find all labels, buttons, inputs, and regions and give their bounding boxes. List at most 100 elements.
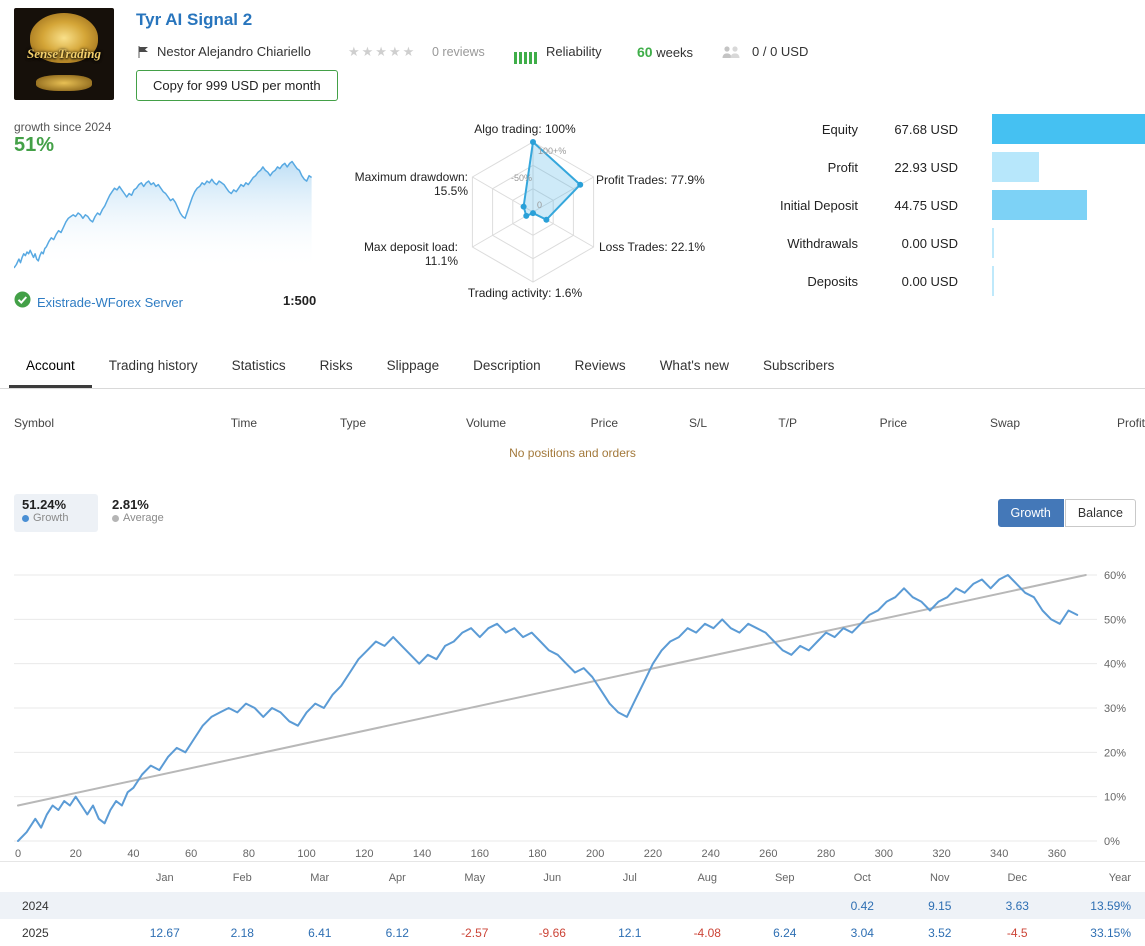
month-label-jan: Jan	[155, 872, 174, 884]
stat-bar-wrap-withdrawals	[992, 228, 1145, 258]
tab-description[interactable]: Description	[473, 358, 541, 373]
author-name[interactable]: Nestor Alejandro Chiariello	[157, 44, 311, 59]
radar-chart: Algo trading: 100% Maximum drawdown: 15.…	[330, 118, 720, 310]
svg-text:-50%: -50%	[511, 173, 532, 183]
monthly-value-2025-2: 2.18	[230, 925, 254, 940]
orders-empty-message: No positions and orders	[509, 446, 636, 460]
month-label-jul: Jul	[622, 872, 637, 884]
tab-slippage[interactable]: Slippage	[386, 358, 440, 373]
svg-text:320: 320	[932, 848, 950, 860]
tab-bar: Account Trading history Statistics Risks Sli…	[0, 345, 1145, 389]
subscribers-icon	[720, 45, 744, 63]
chart-divider	[0, 861, 1145, 862]
month-label-mar: Mar	[310, 872, 330, 884]
account-stats: Equity 67.68 USD Profit 22.93 USD Initial De…	[770, 110, 1145, 300]
yearly-total-2025: 33.15%	[1090, 925, 1131, 940]
legend-average-pct: 2.81%	[112, 497, 149, 512]
orders-col-price-4: Price	[590, 416, 618, 430]
legend-growth-label: Growth	[33, 512, 69, 524]
verified-check-icon	[14, 291, 31, 313]
monthly-value-2025-9: 6.24	[773, 925, 797, 940]
svg-text:40: 40	[127, 848, 139, 860]
tab-trading-history[interactable]: Trading history	[108, 358, 198, 373]
stat-value-profit: 22.93 USD	[894, 159, 958, 175]
monthly-value-2025-1: 12.67	[149, 925, 180, 940]
svg-text:280: 280	[817, 848, 835, 860]
growth-chart: 0% 10% 20% 30% 40% 50% 60% 0 20 40 60 80 100 120 140 16…	[14, 570, 1126, 860]
legend-average-label: Average	[123, 512, 164, 524]
svg-text:200: 200	[586, 848, 604, 860]
monthly-value-2025-8: -4.08	[693, 925, 721, 940]
growth-caption: growth since 2024	[14, 120, 112, 134]
month-label-aug: Aug	[697, 872, 718, 884]
svg-text:220: 220	[644, 848, 662, 860]
svg-text:120: 120	[355, 848, 373, 860]
stat-bar-wrap-profit	[992, 152, 1145, 182]
stat-bar-wrap-initial-deposit	[992, 190, 1145, 220]
radar-label-max-drawdown: Maximum drawdown: 15.5%	[330, 170, 468, 198]
reviews-count: 0 reviews	[432, 45, 485, 59]
tab-risks[interactable]: Risks	[319, 358, 353, 373]
stat-bar-wrap-deposits	[992, 266, 1145, 296]
stat-bar-withdrawals	[992, 228, 994, 258]
stat-value-equity: 67.68 USD	[894, 121, 958, 137]
stat-bar-equity	[992, 114, 1145, 144]
stat-row-equity: Equity 67.68 USD	[770, 110, 1145, 148]
monthly-value-2025-10: 3.04	[850, 925, 874, 940]
monthly-row-2024: 2024 0.42 9.15 3.63 13.59%	[0, 892, 1145, 919]
orders-col-swap-8: Swap	[989, 416, 1020, 430]
growth-toggle-button[interactable]: Growth	[997, 499, 1064, 527]
stat-bar-profit	[992, 152, 1040, 182]
stat-bar-initial-deposit	[992, 190, 1087, 220]
tab-account[interactable]: Account	[9, 345, 92, 388]
stat-label-equity: Equity	[821, 121, 858, 137]
radar-svg: 100+% -50% 0	[471, 139, 595, 283]
tab-reviews[interactable]: Reviews	[574, 358, 626, 373]
radar-label-deposit-load: Max deposit load: 11.1%	[363, 240, 458, 268]
broker-server-link[interactable]: Existrade-WForex Server	[37, 294, 183, 310]
tab-statistics[interactable]: Statistics	[231, 358, 286, 373]
svg-text:40%: 40%	[1104, 659, 1126, 671]
copy-signal-button[interactable]: Copy for 999 USD per month	[136, 70, 338, 101]
page-title: Tyr AI Signal 2	[136, 10, 253, 29]
radar-label-max-drawdown-line1: Maximum drawdown:	[354, 170, 468, 184]
month-label-feb: Feb	[232, 872, 252, 884]
orders-col-time-1: Time	[230, 416, 257, 430]
growth-series-dot-icon	[22, 514, 29, 522]
weeks-label: weeks	[656, 45, 694, 60]
orders-col-symbol-0: Symbol	[14, 416, 55, 430]
month-label-year: Year	[1108, 872, 1131, 884]
stat-bar-deposits	[992, 266, 994, 296]
svg-text:360: 360	[1048, 848, 1066, 860]
chart-mode-toggle: Growth Balance	[997, 499, 1136, 527]
svg-text:0%: 0%	[1104, 836, 1120, 848]
monthly-value-2024-12: 3.63	[1005, 898, 1029, 913]
server-row: Existrade-WForex Server	[14, 291, 183, 313]
month-label-jun: Jun	[543, 872, 562, 884]
monthly-value-2025-11: 3.52	[928, 925, 952, 940]
balance-toggle-button[interactable]: Balance	[1064, 499, 1136, 527]
avatar-brand-text: SenseTrading	[27, 46, 101, 61]
monthly-value-2025-6: -9.66	[538, 925, 566, 940]
orders-col-price-7: Price	[879, 416, 907, 430]
legend-average: 2.81% Average	[112, 497, 164, 524]
stat-row-initial-deposit: Initial Deposit 44.75 USD	[770, 186, 1145, 224]
subscribers-count: 0 / 0 USD	[752, 44, 809, 59]
svg-text:340: 340	[990, 848, 1008, 860]
tab-subscribers[interactable]: Subscribers	[763, 358, 835, 373]
orders-col-sl-5: S/L	[688, 416, 707, 430]
month-label-sep: Sep	[774, 872, 795, 884]
orders-col-volume-3: Volume	[465, 416, 506, 430]
radar-label-loss-trades: Loss Trades: 22.1%	[599, 240, 706, 254]
reliability-bars-icon	[514, 46, 537, 64]
svg-text:100: 100	[297, 848, 315, 860]
stat-row-withdrawals: Withdrawals 0.00 USD	[770, 224, 1145, 262]
stat-value-initial-deposit: 44.75 USD	[894, 197, 958, 213]
legend-growth-pct: 51.24%	[22, 497, 67, 512]
stat-label-deposits: Deposits	[807, 273, 858, 289]
tab-what-s-new[interactable]: What's new	[659, 358, 730, 373]
month-label-apr: Apr	[388, 872, 406, 884]
avatar-ornament-base	[36, 75, 92, 91]
svg-text:180: 180	[528, 848, 546, 860]
leverage-value: 1:500	[283, 293, 317, 308]
